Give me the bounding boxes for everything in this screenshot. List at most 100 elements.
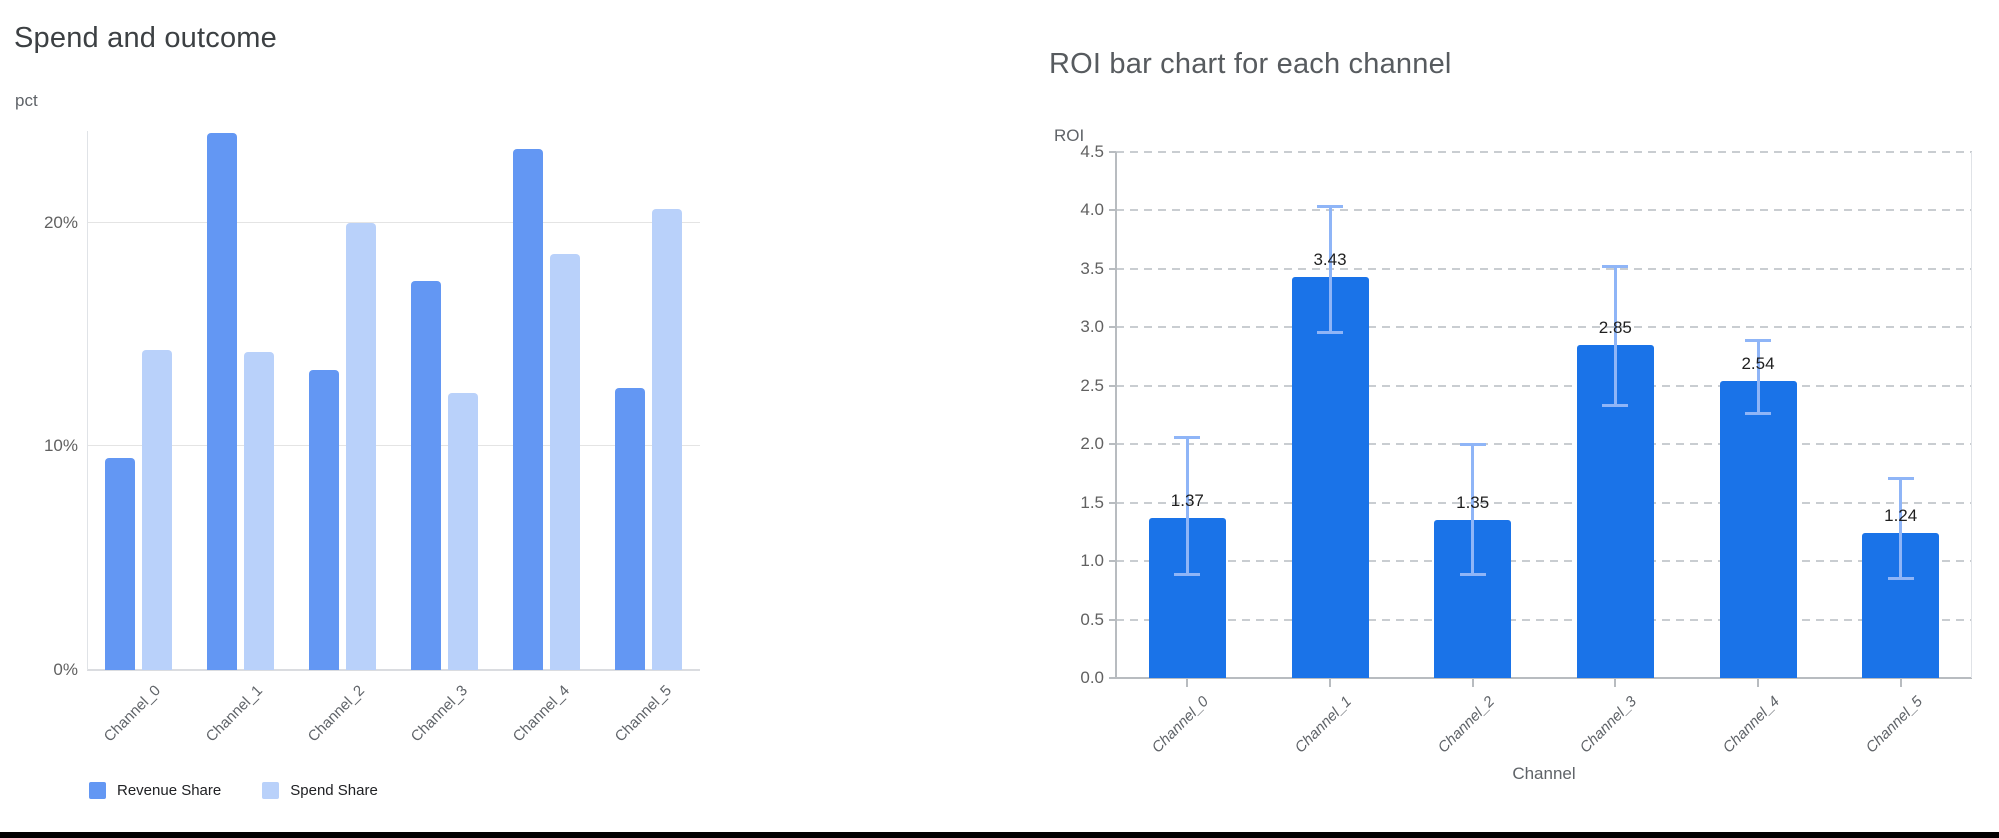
left-y-axis-unit-label: pct xyxy=(15,91,38,110)
left-y-tick-label: 10% xyxy=(43,436,78,456)
gridline xyxy=(1116,501,1972,504)
bar-revenue-share-channel_4 xyxy=(513,148,544,670)
bar-spend-share-channel_0 xyxy=(141,350,172,670)
bar-roi-channel_1 xyxy=(1291,277,1369,678)
x-tick-mark xyxy=(1186,679,1189,687)
right-y-tick-label: 4.0 xyxy=(1080,200,1104,220)
legend-label: Spend Share xyxy=(290,782,378,799)
bar-spend-share-channel_2 xyxy=(345,222,376,670)
left-y-tick-label: 0% xyxy=(53,660,78,679)
bar-roi-channel_4 xyxy=(1719,381,1797,678)
error-bar-cap-top-channel_1 xyxy=(1317,204,1343,208)
bar-value-label-channel_3: 2.85 xyxy=(1598,317,1632,337)
x-axis-line xyxy=(1116,677,1972,679)
bar-spend-share-channel_4 xyxy=(550,254,581,670)
legend-item-revenue-share: Revenue Share xyxy=(89,782,221,799)
right-y-tick-label: 2.0 xyxy=(1080,434,1104,454)
x-tick-mark xyxy=(1899,679,1902,687)
error-bar-stem-channel_4 xyxy=(1756,341,1760,414)
x-tick-mark xyxy=(1329,679,1331,687)
y-axis-line xyxy=(87,131,88,670)
y-tick-mark xyxy=(1109,618,1116,621)
window-bottom-edge xyxy=(0,832,1999,838)
error-bar-cap-top-channel_0 xyxy=(1174,436,1201,440)
bar-spend-share-channel_5 xyxy=(652,209,683,670)
left-x-category-label: Channel_2 xyxy=(305,682,369,746)
bar-value-label-channel_0: 1.37 xyxy=(1170,490,1204,510)
error-bar-cap-bottom-channel_1 xyxy=(1317,331,1343,335)
error-bar-cap-top-channel_5 xyxy=(1887,477,1914,481)
gridline xyxy=(1116,267,1972,270)
right-y-tick-label: 2.5 xyxy=(1080,375,1104,395)
error-bar-cap-bottom-channel_2 xyxy=(1459,573,1486,577)
legend-label: Revenue Share xyxy=(117,782,222,799)
y-tick-mark xyxy=(1109,677,1116,679)
bar-value-label-channel_5: 1.24 xyxy=(1884,506,1918,526)
error-bar-cap-top-channel_3 xyxy=(1602,264,1629,268)
legend-item-spend-share: Spend Share xyxy=(262,782,378,799)
bar-value-label-channel_2: 1.35 xyxy=(1456,493,1490,513)
legend-swatch xyxy=(262,782,280,799)
right-y-tick-label: 4.5 xyxy=(1080,142,1104,161)
bar-revenue-share-channel_1 xyxy=(206,133,237,670)
left-plot-area xyxy=(87,131,700,671)
y-axis-line xyxy=(1115,152,1117,678)
left-x-category-label: Channel_4 xyxy=(509,682,573,746)
right-y-axis-unit-label: ROI xyxy=(1054,126,1085,145)
bar-revenue-share-channel_0 xyxy=(104,457,135,670)
left-x-category-label: Channel_3 xyxy=(407,682,471,746)
error-bar-stem-channel_5 xyxy=(1899,479,1903,579)
error-bar-cap-bottom-channel_5 xyxy=(1887,576,1914,580)
error-bar-stem-channel_3 xyxy=(1613,266,1617,406)
left-x-category-label: Channel_0 xyxy=(100,682,165,746)
left-x-category-label: Channel_5 xyxy=(611,682,675,746)
x-tick-mark xyxy=(1471,679,1474,687)
error-bar-stem-channel_0 xyxy=(1185,438,1189,576)
y-tick-mark xyxy=(1109,151,1116,153)
error-bar-cap-bottom-channel_0 xyxy=(1174,573,1201,577)
right-y-tick-label: 0.0 xyxy=(1080,668,1104,687)
bar-spend-share-channel_3 xyxy=(448,392,479,670)
left-chart-title: Spend and outcome xyxy=(14,22,277,54)
right-y-tick-label: 3.5 xyxy=(1080,258,1104,278)
gridline xyxy=(1116,209,1972,212)
bar-revenue-share-channel_2 xyxy=(308,370,339,670)
bar-revenue-share-channel_5 xyxy=(615,388,646,670)
gridline xyxy=(87,445,700,447)
right-chart-title: ROI bar chart for each channel xyxy=(1049,48,1452,80)
y-tick-mark xyxy=(1109,501,1116,504)
y-tick-mark xyxy=(1109,384,1116,387)
bar-value-label-channel_4: 2.54 xyxy=(1741,354,1775,374)
right-y-tick-label: 1.0 xyxy=(1080,551,1104,571)
y-tick-mark xyxy=(1109,267,1116,270)
error-bar-cap-top-channel_4 xyxy=(1745,339,1771,343)
x-tick-mark xyxy=(1614,679,1617,687)
gridline xyxy=(1116,151,1972,153)
x-axis-line xyxy=(87,669,700,671)
y-tick-mark xyxy=(1109,560,1116,563)
right-y-tick-label: 1.5 xyxy=(1080,492,1104,512)
y-tick-mark xyxy=(1109,326,1116,329)
plot-right-border xyxy=(1971,152,1972,678)
bar-spend-share-channel_1 xyxy=(243,352,274,670)
y-tick-mark xyxy=(1109,209,1116,212)
left-x-category-label: Channel_1 xyxy=(202,682,267,746)
y-tick-mark xyxy=(1109,443,1116,446)
gridline xyxy=(87,221,700,223)
bar-revenue-share-channel_3 xyxy=(411,280,442,670)
x-tick-mark xyxy=(1757,679,1759,687)
left-chart-legend: Revenue Share Spend Share xyxy=(89,782,378,799)
right-y-tick-label: 0.5 xyxy=(1080,609,1104,629)
gridline xyxy=(1116,618,1972,621)
error-bar-stem-channel_2 xyxy=(1471,445,1475,576)
error-bar-stem-channel_1 xyxy=(1328,206,1332,334)
error-bar-cap-bottom-channel_3 xyxy=(1602,403,1629,407)
error-bar-cap-bottom-channel_4 xyxy=(1745,411,1771,415)
legend-swatch xyxy=(89,782,106,799)
gridline xyxy=(1116,560,1972,563)
gridline xyxy=(1116,443,1972,446)
gridline xyxy=(1116,326,1972,329)
error-bar-cap-top-channel_2 xyxy=(1459,443,1486,447)
right-plot-area: 1.37 3.43 1.35 2.85 2.54 1.24 xyxy=(1109,151,1972,687)
